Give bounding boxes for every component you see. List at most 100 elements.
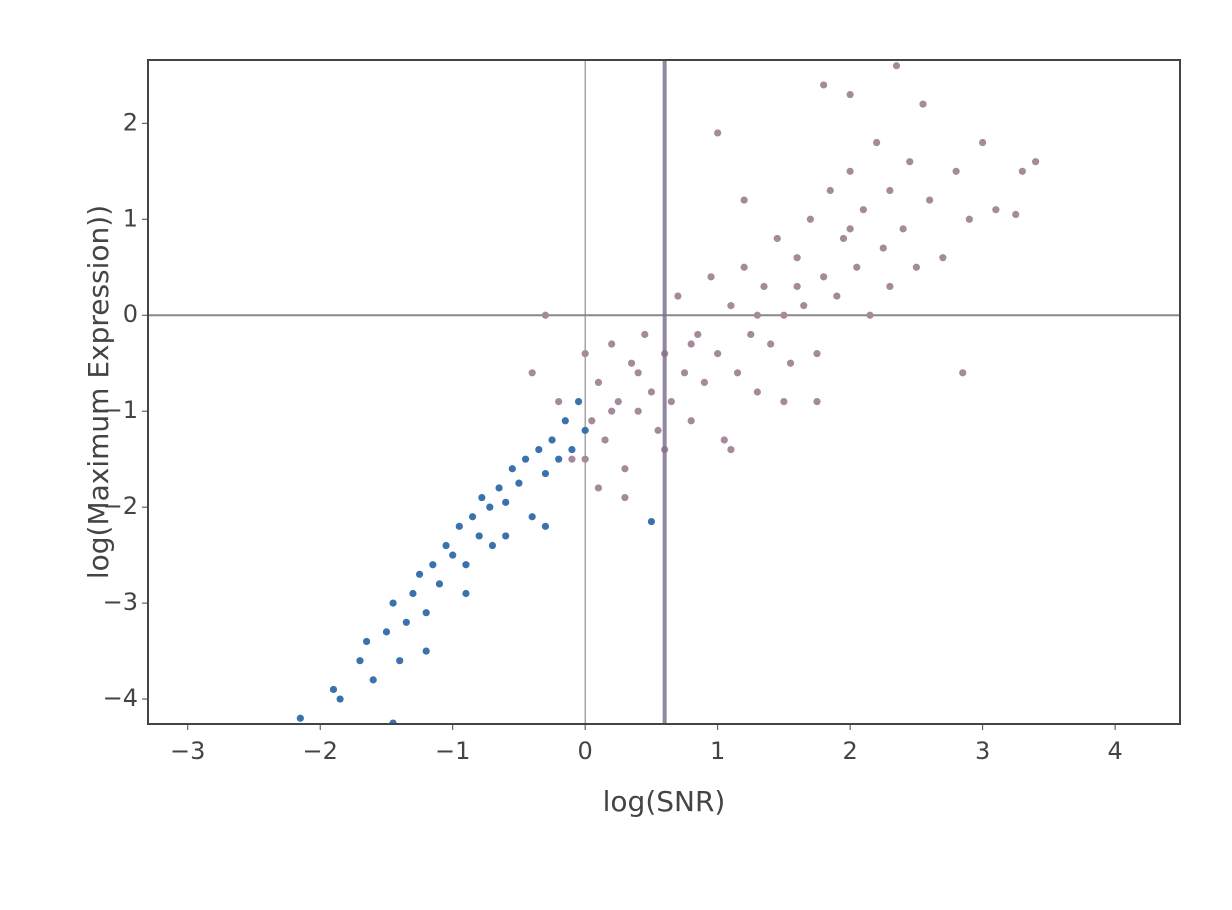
point [555, 397, 563, 406]
point [455, 522, 463, 530]
point [502, 532, 510, 540]
point [1012, 210, 1020, 219]
x-tick-label: −2 [303, 737, 338, 765]
point [714, 129, 722, 137]
point [561, 417, 569, 425]
point [594, 484, 603, 492]
point [521, 455, 530, 463]
point [488, 541, 497, 550]
point [541, 522, 550, 530]
point [919, 100, 927, 108]
x-tick-label: 2 [842, 737, 857, 765]
point [329, 685, 338, 694]
point [296, 714, 304, 722]
y-tick-label: −4 [103, 684, 138, 712]
point [568, 455, 576, 463]
point [780, 311, 788, 319]
point [369, 676, 377, 684]
point [396, 657, 404, 665]
point [462, 589, 470, 598]
point [429, 561, 437, 569]
x-tick-label: 0 [578, 737, 593, 765]
point [866, 311, 874, 319]
point [608, 407, 616, 415]
points [296, 60, 1040, 724]
point [833, 292, 841, 300]
point [515, 479, 523, 487]
x-axis-title: log(SNR) [603, 785, 726, 818]
point [979, 138, 987, 147]
point [733, 369, 742, 377]
point [886, 186, 894, 195]
point [442, 541, 450, 550]
plot-frame [147, 59, 1181, 725]
point [853, 263, 861, 271]
point [548, 436, 556, 444]
point [502, 498, 510, 506]
point [449, 551, 457, 559]
point [478, 493, 486, 502]
point [886, 282, 894, 291]
point [899, 225, 907, 233]
point [839, 234, 848, 243]
point [747, 330, 755, 339]
point [952, 167, 960, 175]
point [793, 282, 801, 291]
point [555, 455, 563, 463]
point [820, 273, 828, 281]
x-tick-label: 1 [710, 737, 725, 765]
point [362, 637, 371, 646]
y-tick-label: 1 [123, 204, 138, 232]
point [773, 234, 781, 243]
point [621, 493, 629, 502]
point [959, 369, 967, 377]
point [720, 436, 728, 444]
point [634, 369, 642, 377]
point [647, 388, 656, 396]
point [694, 330, 702, 339]
point [992, 206, 1000, 214]
point [535, 445, 543, 454]
point [926, 196, 934, 204]
y-tick-label: 0 [123, 300, 138, 328]
point [468, 513, 477, 521]
point [793, 254, 801, 262]
point [740, 263, 748, 271]
x-tick-label: 4 [1107, 737, 1122, 765]
point [912, 263, 920, 271]
point [581, 455, 589, 463]
point [667, 397, 675, 406]
point [674, 292, 682, 300]
point [621, 465, 629, 473]
point [727, 302, 735, 310]
point [647, 517, 656, 526]
point [892, 62, 901, 70]
point [435, 580, 444, 588]
point [700, 378, 709, 387]
x-tick-label: −1 [435, 737, 470, 765]
point [336, 695, 344, 703]
point [1018, 167, 1026, 175]
point [594, 378, 603, 387]
point [581, 426, 589, 434]
point [680, 369, 689, 377]
point [356, 657, 364, 665]
point [786, 359, 795, 367]
point [760, 282, 768, 291]
point [965, 215, 973, 223]
point [634, 407, 642, 415]
point [568, 445, 576, 454]
point [389, 599, 397, 607]
y-tick-label: 2 [123, 108, 138, 136]
point [409, 589, 417, 598]
point [422, 609, 430, 617]
point [475, 532, 483, 540]
point [806, 215, 814, 223]
x-tick-label: 3 [975, 737, 990, 765]
point [528, 513, 536, 521]
point [753, 311, 761, 319]
y-tick-label: −3 [103, 588, 138, 616]
y-tick-label: −2 [103, 492, 138, 520]
point [873, 138, 881, 147]
